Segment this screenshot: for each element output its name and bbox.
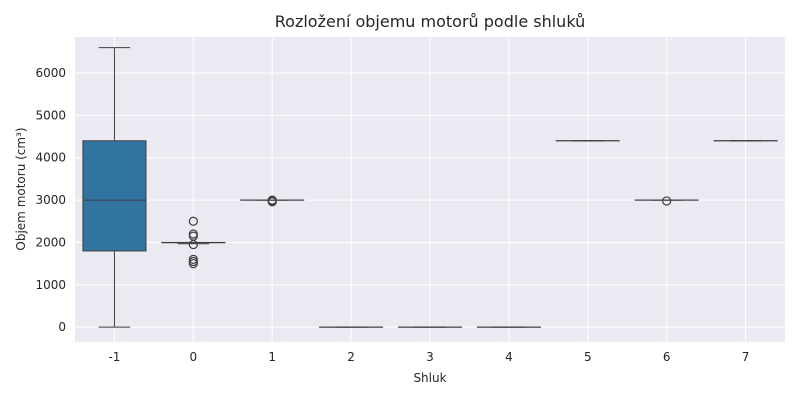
box-layer (82, 47, 778, 328)
x-tick-label: 0 (190, 350, 198, 364)
box-group (240, 195, 305, 207)
outlier-point (188, 216, 198, 226)
x-tick-label: 4 (505, 350, 513, 364)
y-tick-label: 6000 (35, 66, 66, 80)
box-group (634, 196, 699, 206)
y-tick-label: 5000 (35, 108, 66, 122)
box-iqr (82, 140, 147, 252)
x-tick-label: 7 (742, 350, 750, 364)
x-axis-label: Shluk (413, 371, 446, 385)
x-tick-label: 2 (347, 350, 355, 364)
x-tick-label: 1 (268, 350, 276, 364)
x-tick-label: 3 (426, 350, 434, 364)
box-group (161, 216, 226, 269)
outlier-point (188, 229, 198, 239)
outlier-point (267, 195, 277, 205)
box-group (82, 47, 147, 328)
x-tick-label: -1 (108, 350, 120, 364)
tick-layer: 0 1000 2000 3000 4000 5000 6000 -1 0 1 2 3 4 5 6 7 (35, 66, 749, 364)
y-tick-label: 2000 (35, 235, 66, 249)
x-tick-label: 5 (584, 350, 592, 364)
y-tick-label: 4000 (35, 151, 66, 165)
chart-title: Rozložení objemu motorů podle shluků (275, 12, 585, 31)
y-axis-label: Objem motoru (cm³) (14, 127, 28, 250)
y-tick-label: 0 (58, 320, 66, 334)
y-tick-label: 3000 (35, 193, 66, 207)
y-tick-label: 1000 (35, 278, 66, 292)
outlier-point (662, 196, 672, 206)
x-tick-label: 6 (663, 350, 671, 364)
outlier-point (188, 254, 198, 264)
